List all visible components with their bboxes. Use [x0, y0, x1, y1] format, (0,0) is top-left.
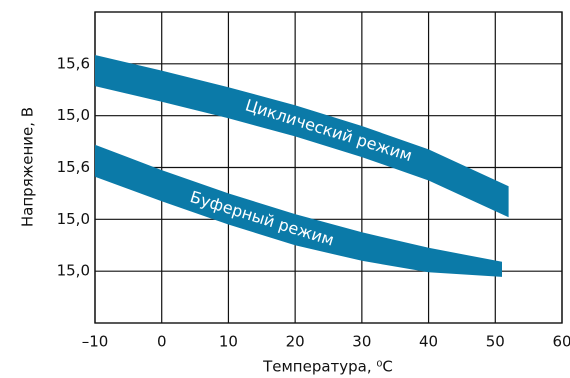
- y-tick-label: 15,0: [57, 262, 90, 280]
- y-tick-label: 15,6: [57, 158, 90, 176]
- y-tick-label: 15,0: [57, 106, 90, 124]
- x-tick-label: 40: [419, 333, 438, 351]
- y-tick-label: 15,0: [57, 210, 90, 228]
- x-tick-label: –10: [82, 333, 109, 351]
- y-axis-label: Напряжение, В: [19, 107, 37, 227]
- x-tick-label: 60: [552, 333, 570, 351]
- x-axis-label: Температура, ⁰C: [262, 358, 393, 376]
- y-tick-label: 15,6: [57, 54, 90, 72]
- series-label: Циклический режим: [243, 95, 414, 165]
- series-label: Буферный режим: [188, 187, 336, 250]
- x-tick-label: 20: [286, 333, 305, 351]
- x-tick-label: 0: [157, 333, 167, 351]
- x-tick-label: 10: [219, 333, 238, 351]
- x-tick-label: 50: [486, 333, 505, 351]
- x-tick-label: 30: [352, 333, 371, 351]
